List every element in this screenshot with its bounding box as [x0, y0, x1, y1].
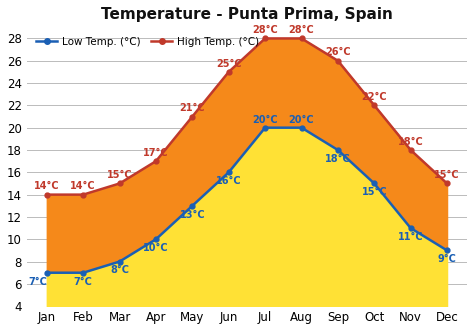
Text: 11°C: 11°C: [398, 232, 423, 242]
Legend: Low Temp. (°C), High Temp. (°C): Low Temp. (°C), High Temp. (°C): [32, 32, 264, 51]
Text: 21°C: 21°C: [180, 103, 205, 113]
Text: 7°C: 7°C: [28, 277, 47, 287]
Text: 26°C: 26°C: [325, 47, 351, 57]
Text: 10°C: 10°C: [143, 243, 169, 253]
Low Temp. (°C): [299, 126, 304, 130]
Text: 16°C: 16°C: [216, 176, 242, 186]
High Temp. (°C): [81, 193, 86, 197]
Text: 25°C: 25°C: [216, 59, 242, 69]
High Temp. (°C): [117, 181, 122, 185]
Text: 17°C: 17°C: [143, 148, 169, 158]
Text: 15°C: 15°C: [434, 170, 460, 180]
Low Temp. (°C): [81, 271, 86, 275]
Low Temp. (°C): [190, 204, 195, 208]
Text: 18°C: 18°C: [398, 137, 424, 147]
Low Temp. (°C): [44, 271, 50, 275]
Text: 7°C: 7°C: [74, 277, 92, 287]
High Temp. (°C): [408, 148, 413, 152]
Low Temp. (°C): [335, 148, 341, 152]
Text: 8°C: 8°C: [110, 265, 129, 275]
Low Temp. (°C): [153, 237, 159, 241]
Text: 14°C: 14°C: [34, 181, 60, 191]
Low Temp. (°C): [444, 249, 450, 253]
Text: 20°C: 20°C: [252, 115, 278, 125]
Line: Low Temp. (°C): Low Temp. (°C): [45, 125, 449, 275]
High Temp. (°C): [335, 59, 341, 63]
Text: 22°C: 22°C: [362, 92, 387, 102]
High Temp. (°C): [262, 36, 268, 40]
Title: Temperature - Punta Prima, Spain: Temperature - Punta Prima, Spain: [101, 7, 393, 22]
Low Temp. (°C): [372, 181, 377, 185]
Text: 14°C: 14°C: [70, 181, 96, 191]
Text: 15°C: 15°C: [107, 170, 132, 180]
Line: High Temp. (°C): High Temp. (°C): [45, 36, 449, 197]
Text: 13°C: 13°C: [180, 210, 205, 220]
Text: 18°C: 18°C: [325, 154, 351, 164]
High Temp. (°C): [299, 36, 304, 40]
Low Temp. (°C): [408, 226, 413, 230]
Low Temp. (°C): [117, 260, 122, 263]
Low Temp. (°C): [226, 170, 232, 174]
High Temp. (°C): [226, 70, 232, 74]
High Temp. (°C): [372, 103, 377, 107]
High Temp. (°C): [44, 193, 50, 197]
Text: 9°C: 9°C: [438, 254, 456, 264]
High Temp. (°C): [153, 159, 159, 163]
Text: 20°C: 20°C: [289, 115, 314, 125]
High Temp. (°C): [190, 115, 195, 118]
High Temp. (°C): [444, 181, 450, 185]
Low Temp. (°C): [262, 126, 268, 130]
Text: 28°C: 28°C: [289, 25, 314, 35]
Text: 15°C: 15°C: [362, 187, 387, 197]
Text: 28°C: 28°C: [252, 25, 278, 35]
